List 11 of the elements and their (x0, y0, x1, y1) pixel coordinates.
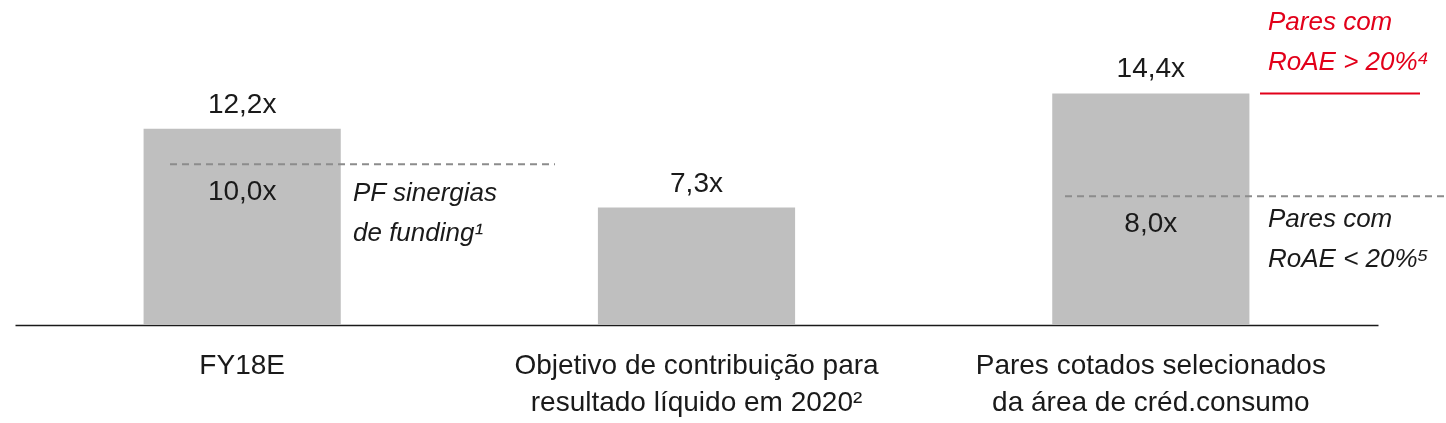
data-label: 12,2x (207, 87, 277, 119)
data-label: 7,3x (670, 166, 723, 198)
data-label: 14,4x (1116, 52, 1186, 84)
ref-line-label: PF sinergias de funding¹ (353, 177, 498, 248)
x-tick-label: FY18E (199, 348, 285, 380)
ref-line-label: Pares com RoAE < 20%⁵ (1268, 203, 1429, 274)
annotation: 8,0x (1124, 207, 1178, 239)
x-tick-label: Pares cotados selecionados da área de créd.consumo (975, 348, 1326, 417)
x-tick-label: Objetivo de contribuição para resultado líquido em 2020² (514, 348, 880, 417)
ref-line-label: Pares com RoAE > 20%⁴ (1268, 6, 1429, 77)
annotation: 10,0x (207, 175, 277, 207)
